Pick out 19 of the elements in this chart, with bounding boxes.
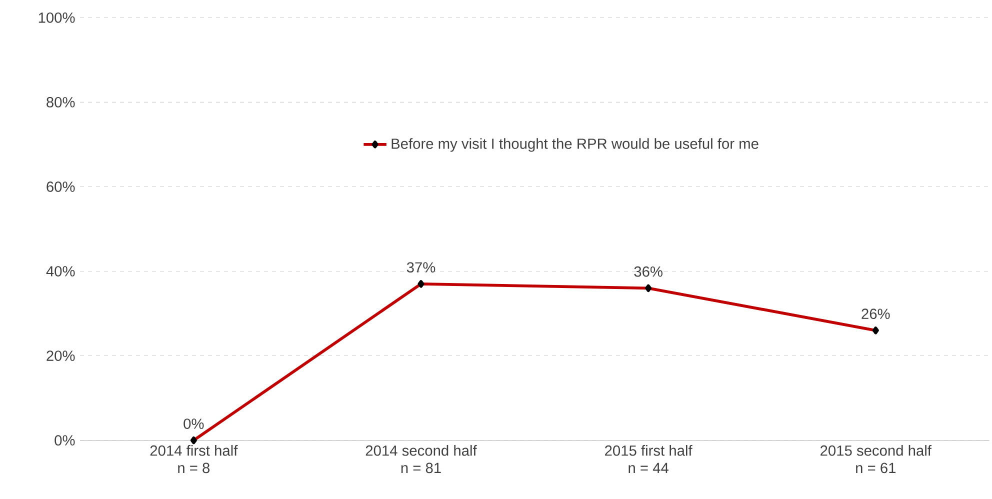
text: n = 61 bbox=[856, 462, 896, 474]
x-tick-label: 2015 second half bbox=[820, 445, 932, 456]
y-tick-label: 100% bbox=[38, 12, 75, 23]
data-label: 26% bbox=[862, 308, 890, 320]
y-tick-label: 40% bbox=[46, 266, 75, 276]
x-tick-label: 2015 first half bbox=[605, 445, 692, 456]
y-tick-label: 60% bbox=[46, 182, 75, 192]
y-tick-label: 20% bbox=[46, 350, 75, 361]
text: n = 81 bbox=[401, 462, 441, 474]
data-label: 36% bbox=[634, 266, 662, 277]
y-tick-label: 80% bbox=[46, 97, 75, 108]
y-tick-label: 0% bbox=[54, 435, 75, 446]
legend-label: Before my visit I thought the RPR would be useful for me bbox=[392, 138, 758, 152]
data-label: 37% bbox=[406, 262, 436, 273]
text: n = 8 bbox=[178, 462, 210, 474]
data-label: 0% bbox=[184, 418, 204, 429]
x-tick-label: 2014 first half bbox=[150, 445, 238, 456]
text: n = 44 bbox=[628, 462, 668, 473]
x-tick-label: 2014 second half bbox=[366, 445, 477, 456]
